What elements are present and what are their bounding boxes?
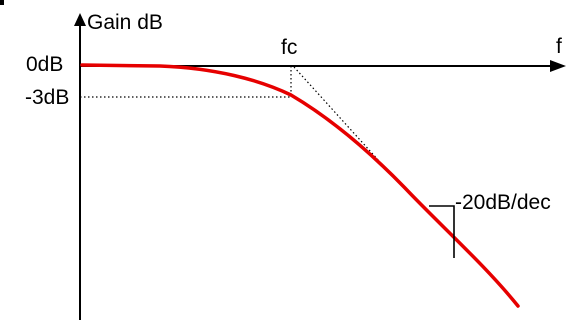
gain-response-curve — [80, 63, 520, 308]
asymptote-line — [293, 66, 381, 163]
y-axis-arrowhead — [74, 13, 86, 26]
zero-db-label: 0dB — [26, 53, 63, 76]
minus-3db-label: -3dB — [25, 86, 69, 109]
slope-indicator — [429, 205, 455, 258]
x-axis-label: f — [556, 35, 562, 58]
slope-label: -20dB/dec — [455, 191, 551, 214]
corner-mark — [0, 0, 4, 5]
y-axis-label: Gain dB — [87, 11, 163, 34]
x-axis-arrowhead — [550, 60, 566, 72]
corner-frequency-label: fc — [281, 36, 297, 59]
